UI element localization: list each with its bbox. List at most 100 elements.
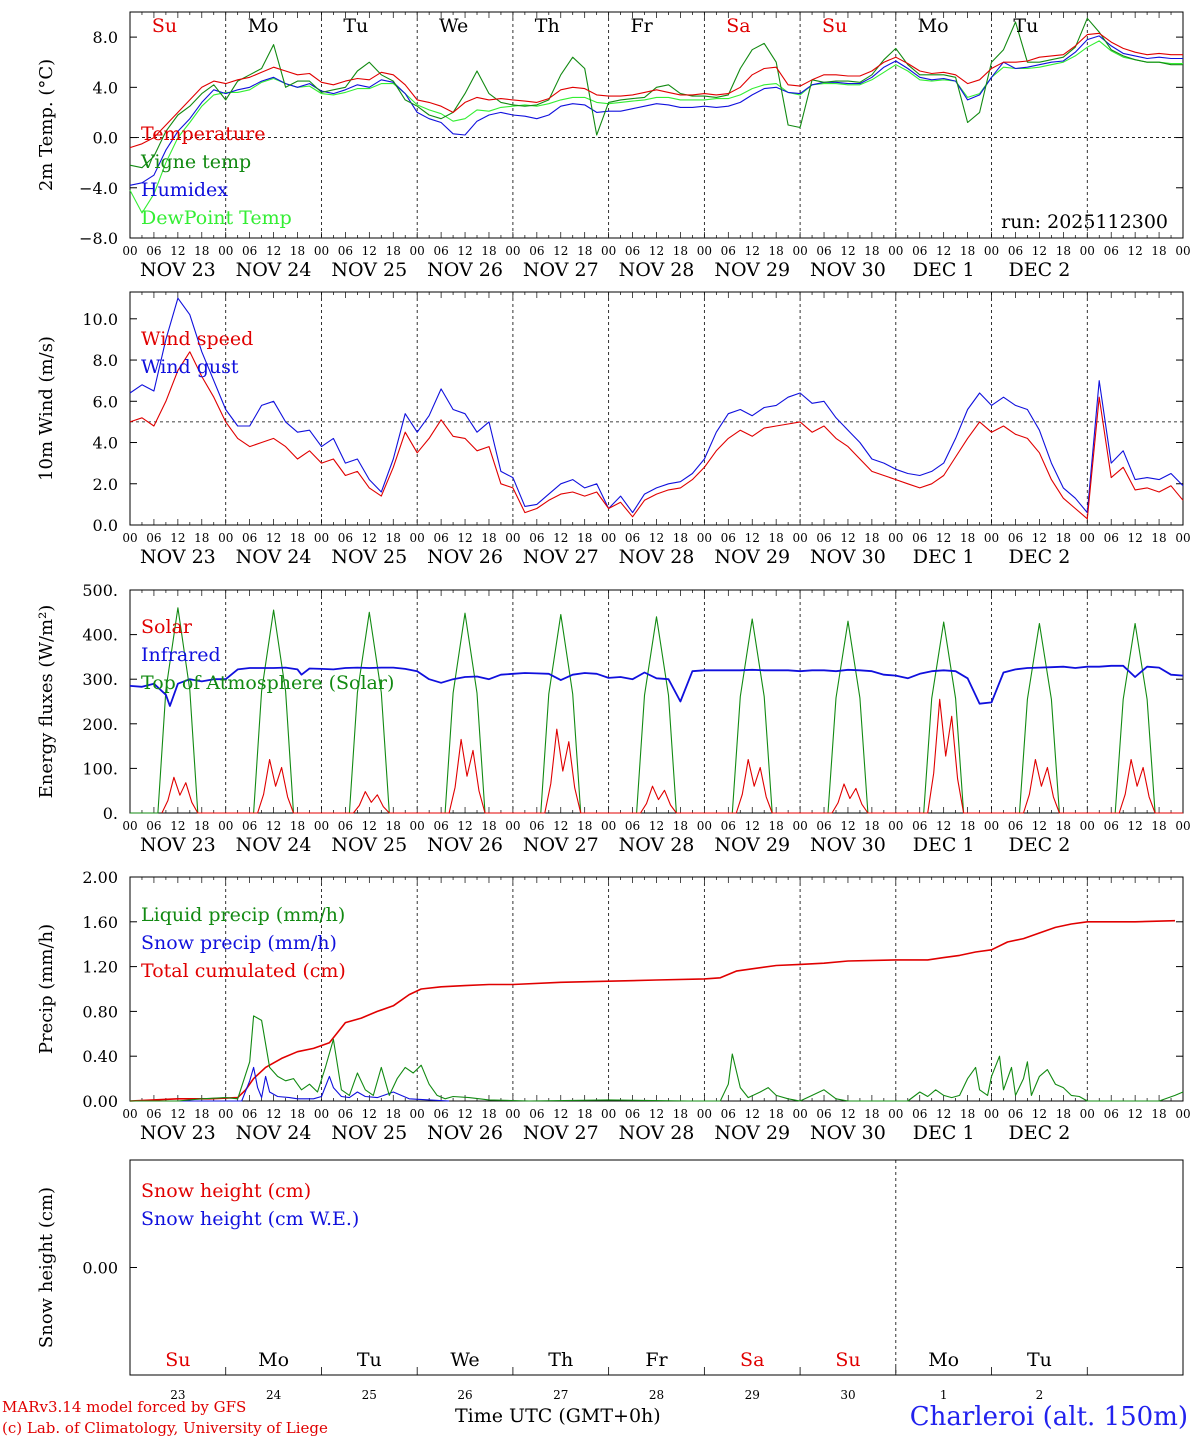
panel-2: 00 06 12 18 00 06 12 18 00 06 12 18 00 06 12 18 00 06 12 18… bbox=[36, 291, 1191, 568]
hour-tick-label: 00 bbox=[218, 819, 233, 833]
hour-tick-label: 12 bbox=[266, 531, 281, 545]
y-tick-label: 1.20 bbox=[82, 958, 118, 977]
hour-tick-label: 00 bbox=[792, 531, 807, 545]
y-tick-label: −4.0 bbox=[79, 179, 118, 198]
date-label: NOV 27 bbox=[523, 546, 599, 568]
y-tick-label: 0.0 bbox=[93, 516, 118, 535]
hour-tick-label: 18 bbox=[1151, 531, 1166, 545]
hour-tick-label: 00 bbox=[888, 531, 903, 545]
date-label: NOV 23 bbox=[140, 834, 216, 856]
hour-tick-label: 00 bbox=[122, 1107, 137, 1121]
date-label: NOV 29 bbox=[714, 1122, 790, 1144]
hour-tick-label: 06 bbox=[529, 819, 544, 833]
hour-tick-label: 06 bbox=[433, 819, 448, 833]
hour-tick-label: 12 bbox=[362, 531, 377, 545]
hour-tick-label: 06 bbox=[529, 244, 544, 258]
hour-tick-label: 12 bbox=[266, 1107, 281, 1121]
date-label: NOV 30 bbox=[810, 834, 886, 856]
hour-tick-label: 06 bbox=[338, 819, 353, 833]
hour-tick-label: 18 bbox=[673, 244, 688, 258]
hour-tick-label: 18 bbox=[960, 244, 975, 258]
hour-tick-label: 12 bbox=[362, 819, 377, 833]
plot-frame bbox=[129, 11, 1184, 239]
date-label: NOV 27 bbox=[523, 834, 599, 856]
panel-4: 00 06 12 18 00 06 12 18 00 06 12 18 00 06 12 18 00 06 12 18… bbox=[36, 868, 1191, 1144]
hour-tick-label: 18 bbox=[290, 244, 305, 258]
hour-tick-label: 18 bbox=[769, 819, 784, 833]
hour-tick-label: 12 bbox=[745, 244, 760, 258]
hour-tick-label: 00 bbox=[410, 1107, 425, 1121]
hour-tick-label: 06 bbox=[529, 1107, 544, 1121]
hour-tick-label: 12 bbox=[553, 244, 568, 258]
hour-tick-label: 18 bbox=[960, 819, 975, 833]
hour-tick-label: 00 bbox=[601, 531, 616, 545]
date-label: DEC 1 bbox=[913, 834, 975, 856]
hour-tick-label: 12 bbox=[266, 819, 281, 833]
run-label: run: 2025112300 bbox=[1001, 211, 1168, 233]
legend-entry: Top of Atmosphere (Solar) bbox=[141, 672, 394, 694]
date-label: NOV 30 bbox=[810, 1122, 886, 1144]
hour-tick-label: 12 bbox=[1032, 531, 1047, 545]
day-name-label: Tu bbox=[1013, 15, 1038, 37]
date-label: NOV 26 bbox=[427, 259, 503, 281]
y-tick-label: 0. bbox=[103, 804, 118, 823]
hour-tick-label: 06 bbox=[912, 1107, 927, 1121]
hour-tick-label: 00 bbox=[505, 819, 520, 833]
hour-tick-label: 00 bbox=[792, 244, 807, 258]
series-total-cumulated-cm bbox=[129, 919, 1176, 1102]
hour-tick-label: 12 bbox=[649, 531, 664, 545]
hour-tick-label: 06 bbox=[912, 531, 927, 545]
hour-tick-label: 18 bbox=[194, 531, 209, 545]
model-credit: MARv3.14 model forced by GFS bbox=[2, 1398, 247, 1416]
hour-tick-label: 06 bbox=[1008, 819, 1023, 833]
hour-tick-label: 06 bbox=[625, 1107, 640, 1121]
date-label: NOV 30 bbox=[810, 259, 886, 281]
date-label: NOV 25 bbox=[331, 546, 407, 568]
legend-entry: Snow precip (mm/h) bbox=[141, 932, 337, 954]
date-label: NOV 26 bbox=[427, 834, 503, 856]
hour-tick-label: 00 bbox=[505, 531, 520, 545]
day-name-label: Mo bbox=[248, 15, 279, 37]
hour-tick-label: 18 bbox=[1056, 1107, 1071, 1121]
y-tick-label: 8.0 bbox=[93, 28, 118, 47]
hour-tick-label: 00 bbox=[1175, 819, 1190, 833]
day-name-label: Mo bbox=[918, 15, 949, 37]
series-top-of-atmosphere-solar bbox=[130, 607, 1183, 814]
hour-tick-label: 00 bbox=[792, 1107, 807, 1121]
day-number-label: 26 bbox=[457, 1388, 472, 1402]
legend-entry: Wind speed bbox=[141, 328, 253, 350]
hour-tick-label: 12 bbox=[1127, 244, 1142, 258]
y-tick-label: 2.00 bbox=[82, 868, 118, 887]
hour-tick-label: 12 bbox=[745, 531, 760, 545]
date-label: NOV 26 bbox=[427, 546, 503, 568]
hour-tick-label: 00 bbox=[888, 244, 903, 258]
day-number-label: 28 bbox=[649, 1388, 664, 1402]
hour-tick-label: 12 bbox=[362, 1107, 377, 1121]
hour-tick-label: 00 bbox=[218, 531, 233, 545]
legend-entry: Temperature bbox=[141, 123, 265, 145]
hour-tick-label: 12 bbox=[745, 1107, 760, 1121]
hour-tick-label: 00 bbox=[1080, 244, 1095, 258]
hour-tick-label: 18 bbox=[1056, 819, 1071, 833]
hour-tick-label: 18 bbox=[769, 1107, 784, 1121]
hour-tick-label: 00 bbox=[888, 819, 903, 833]
day-number-label: 25 bbox=[362, 1388, 377, 1402]
hour-tick-label: 00 bbox=[1175, 531, 1190, 545]
hour-tick-label: 12 bbox=[170, 244, 185, 258]
hour-tick-label: 00 bbox=[218, 1107, 233, 1121]
hour-tick-label: 00 bbox=[601, 1107, 616, 1121]
day-name-label: Mo bbox=[258, 1349, 289, 1371]
hour-tick-label: 06 bbox=[146, 531, 161, 545]
hour-tick-label: 06 bbox=[242, 1107, 257, 1121]
hour-tick-label: 18 bbox=[864, 1107, 879, 1121]
day-name-label: Th bbox=[548, 1349, 573, 1371]
hour-tick-label: 00 bbox=[122, 819, 137, 833]
hour-tick-label: 12 bbox=[840, 819, 855, 833]
hour-tick-label: 12 bbox=[457, 1107, 472, 1121]
hour-tick-label: 18 bbox=[577, 244, 592, 258]
hour-tick-label: 06 bbox=[433, 1107, 448, 1121]
hour-tick-label: 18 bbox=[960, 531, 975, 545]
hour-tick-label: 06 bbox=[242, 819, 257, 833]
hour-tick-label: 00 bbox=[984, 1107, 999, 1121]
date-label: NOV 28 bbox=[619, 1122, 695, 1144]
